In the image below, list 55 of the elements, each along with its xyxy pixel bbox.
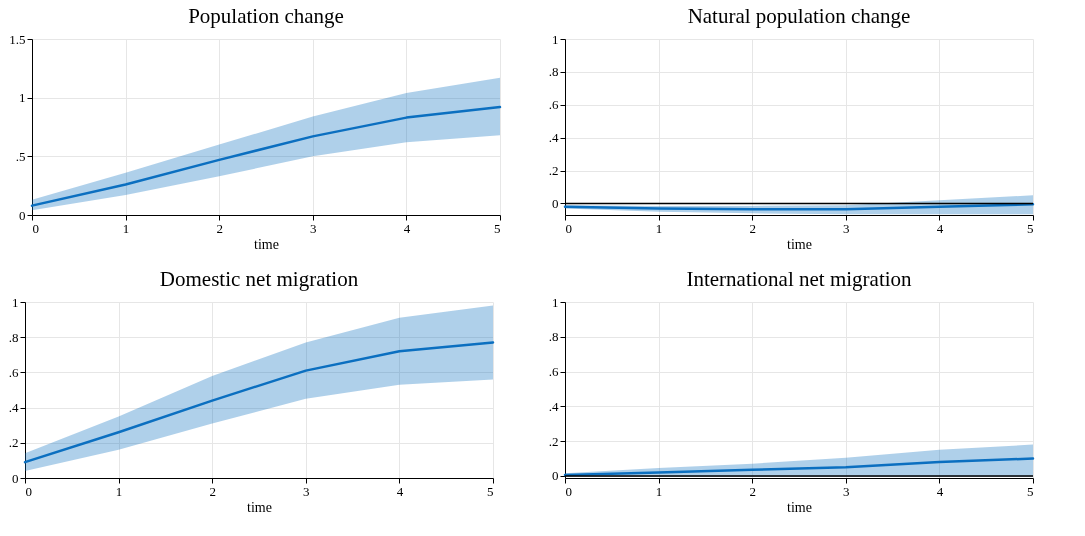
x-tick-label: 1 xyxy=(115,483,123,499)
x-tick-label: 1 xyxy=(655,483,663,499)
x-axis-title: time xyxy=(787,236,812,252)
x-tick-label: 3 xyxy=(843,483,850,499)
y-tick-label: .6 xyxy=(8,364,19,380)
y-tick-label: .4 xyxy=(8,400,19,416)
y-tick-label: .4 xyxy=(548,398,559,414)
line-series xyxy=(30,105,502,207)
line-series xyxy=(23,341,495,464)
y-tick-label: .2 xyxy=(548,433,559,449)
chart-title: Natural population change xyxy=(687,4,911,28)
x-tick-label: 0 xyxy=(565,220,572,236)
x-tick-label: 4 xyxy=(403,220,411,236)
y-tick-label: 1 xyxy=(552,31,559,47)
y-tick-label: .8 xyxy=(8,329,19,345)
y-tick-label: .2 xyxy=(8,435,19,451)
x-tick-label: 4 xyxy=(936,220,944,236)
x-tick-label: 4 xyxy=(396,483,404,499)
x-tick-label: 0 xyxy=(32,220,39,236)
y-tick-label: 1 xyxy=(12,294,19,310)
chart-title: Population change xyxy=(188,4,344,28)
x-tick-label: 2 xyxy=(749,220,756,236)
y-tick-label: .4 xyxy=(548,130,559,146)
x-tick-label: 5 xyxy=(1027,220,1034,236)
y-tick-label: .6 xyxy=(548,97,559,113)
x-tick-label: 4 xyxy=(936,483,944,499)
x-tick-label: 3 xyxy=(310,220,317,236)
y-tick-label: 0 xyxy=(552,195,559,211)
y-tick-label: 0 xyxy=(12,470,19,486)
x-tick-label: 5 xyxy=(494,220,501,236)
x-axis-title: time xyxy=(254,236,279,252)
x-tick-label: 2 xyxy=(749,483,756,499)
x-tick-label: 1 xyxy=(122,220,130,236)
x-tick-label: 0 xyxy=(565,483,572,499)
y-tick-label: .8 xyxy=(548,329,559,345)
x-tick-label: 3 xyxy=(843,220,850,236)
y-tick-label: 1.5 xyxy=(9,31,26,47)
x-axis-title: time xyxy=(247,499,272,515)
y-tick-label: 0 xyxy=(552,468,559,484)
y-tick-label: 0 xyxy=(19,207,26,223)
x-axis-title: time xyxy=(787,499,812,515)
y-tick-label: 1 xyxy=(19,90,26,106)
y-tick-label: .6 xyxy=(548,364,559,380)
y-tick-label: .8 xyxy=(548,64,559,80)
x-tick-label: 5 xyxy=(1027,483,1034,499)
x-tick-label: 3 xyxy=(303,483,310,499)
x-tick-label: 2 xyxy=(216,220,223,236)
x-tick-label: 1 xyxy=(655,220,663,236)
x-tick-label: 5 xyxy=(487,483,494,499)
x-tick-label: 2 xyxy=(209,483,216,499)
chart-title: Domestic net migration xyxy=(159,267,359,291)
chart-title: International net migration xyxy=(686,267,913,291)
y-tick-label: 1 xyxy=(552,294,559,310)
y-tick-label: .2 xyxy=(548,163,559,179)
y-tick-label: .5 xyxy=(15,148,26,164)
